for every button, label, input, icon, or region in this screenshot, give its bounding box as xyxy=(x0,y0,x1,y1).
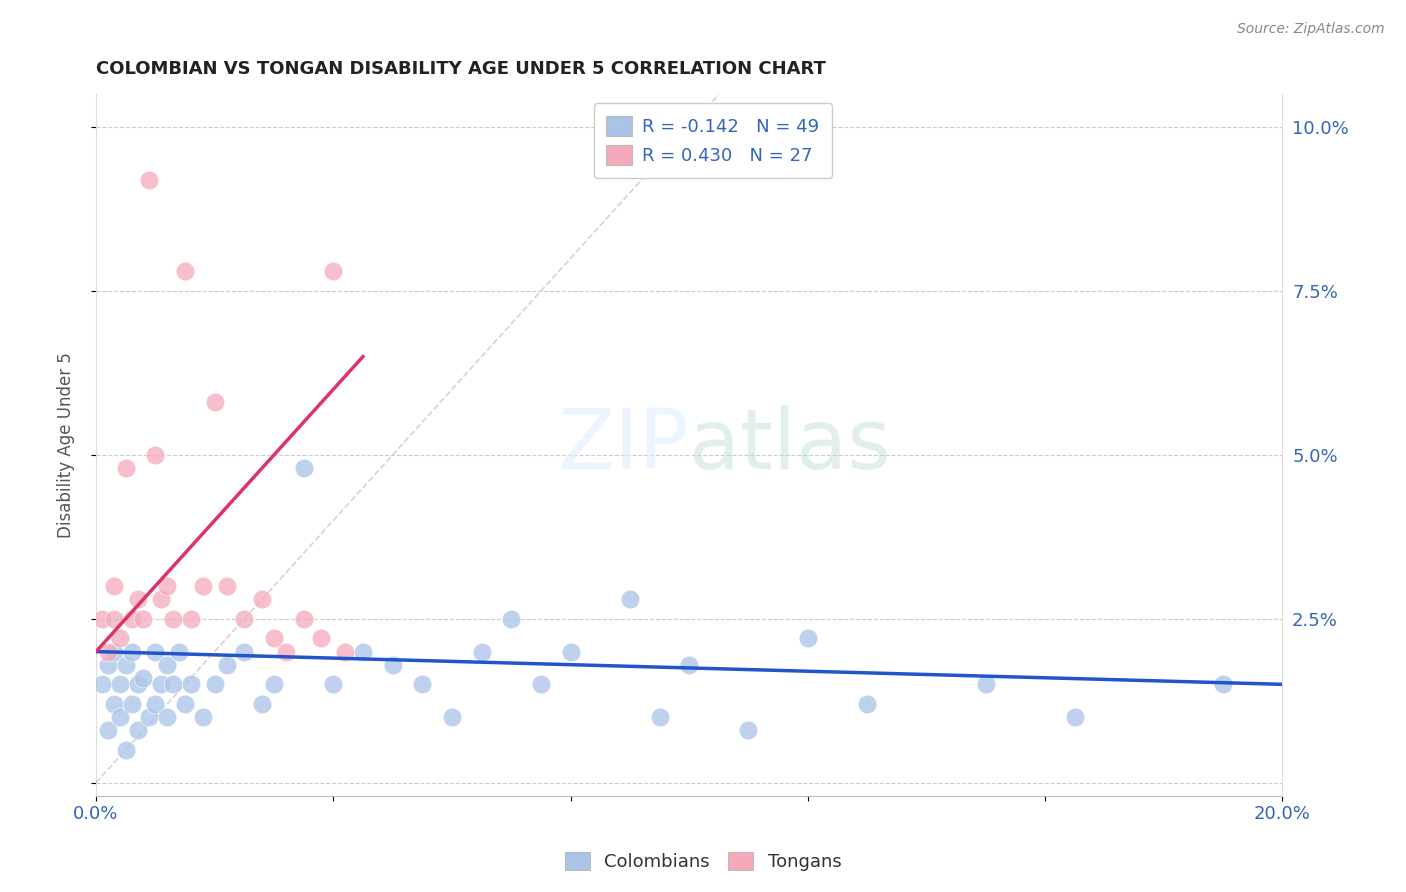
Point xyxy=(292,461,315,475)
Point xyxy=(167,644,190,658)
Point xyxy=(333,644,356,658)
Text: atlas: atlas xyxy=(689,405,891,485)
Point xyxy=(97,657,120,672)
Point xyxy=(156,710,179,724)
Point xyxy=(191,579,214,593)
Point xyxy=(411,677,433,691)
Point xyxy=(143,448,166,462)
Point xyxy=(204,395,226,409)
Point xyxy=(132,612,155,626)
Point xyxy=(150,592,173,607)
Point xyxy=(180,612,202,626)
Text: ZIP: ZIP xyxy=(557,405,689,485)
Point xyxy=(174,264,197,278)
Point xyxy=(114,461,136,475)
Point xyxy=(114,657,136,672)
Point xyxy=(737,723,759,738)
Point xyxy=(263,632,285,646)
Point xyxy=(440,710,463,724)
Point xyxy=(143,697,166,711)
Point xyxy=(974,677,997,691)
Point xyxy=(108,710,131,724)
Point xyxy=(233,644,256,658)
Point xyxy=(1063,710,1085,724)
Point xyxy=(381,657,404,672)
Point xyxy=(103,579,125,593)
Point xyxy=(233,612,256,626)
Point xyxy=(797,632,820,646)
Point xyxy=(856,697,879,711)
Text: Source: ZipAtlas.com: Source: ZipAtlas.com xyxy=(1237,22,1385,37)
Point xyxy=(274,644,297,658)
Point xyxy=(501,612,523,626)
Point xyxy=(215,579,238,593)
Point xyxy=(1212,677,1234,691)
Point xyxy=(263,677,285,691)
Point xyxy=(250,592,273,607)
Y-axis label: Disability Age Under 5: Disability Age Under 5 xyxy=(58,352,75,538)
Point xyxy=(121,644,143,658)
Point xyxy=(204,677,226,691)
Point xyxy=(138,710,160,724)
Point xyxy=(560,644,582,658)
Point xyxy=(103,612,125,626)
Point xyxy=(619,592,641,607)
Point xyxy=(138,172,160,186)
Point xyxy=(121,612,143,626)
Point xyxy=(97,644,120,658)
Point xyxy=(156,579,179,593)
Legend: Colombians, Tongans: Colombians, Tongans xyxy=(557,845,849,879)
Legend: R = -0.142   N = 49, R = 0.430   N = 27: R = -0.142 N = 49, R = 0.430 N = 27 xyxy=(593,103,832,178)
Point xyxy=(250,697,273,711)
Text: COLOMBIAN VS TONGAN DISABILITY AGE UNDER 5 CORRELATION CHART: COLOMBIAN VS TONGAN DISABILITY AGE UNDER… xyxy=(96,60,825,78)
Point xyxy=(162,612,184,626)
Point xyxy=(132,671,155,685)
Point xyxy=(91,612,114,626)
Point xyxy=(322,677,344,691)
Point xyxy=(108,632,131,646)
Point xyxy=(97,723,120,738)
Point xyxy=(103,644,125,658)
Point xyxy=(156,657,179,672)
Point xyxy=(174,697,197,711)
Point xyxy=(108,677,131,691)
Point xyxy=(471,644,494,658)
Point xyxy=(530,677,553,691)
Point xyxy=(311,632,333,646)
Point xyxy=(162,677,184,691)
Point xyxy=(322,264,344,278)
Point xyxy=(648,710,671,724)
Point xyxy=(121,697,143,711)
Point xyxy=(191,710,214,724)
Point xyxy=(127,592,149,607)
Point xyxy=(127,723,149,738)
Point xyxy=(215,657,238,672)
Point xyxy=(143,644,166,658)
Point xyxy=(292,612,315,626)
Point xyxy=(114,743,136,757)
Point xyxy=(91,677,114,691)
Point xyxy=(103,697,125,711)
Point xyxy=(127,677,149,691)
Point xyxy=(678,657,700,672)
Point xyxy=(150,677,173,691)
Point xyxy=(180,677,202,691)
Point xyxy=(352,644,374,658)
